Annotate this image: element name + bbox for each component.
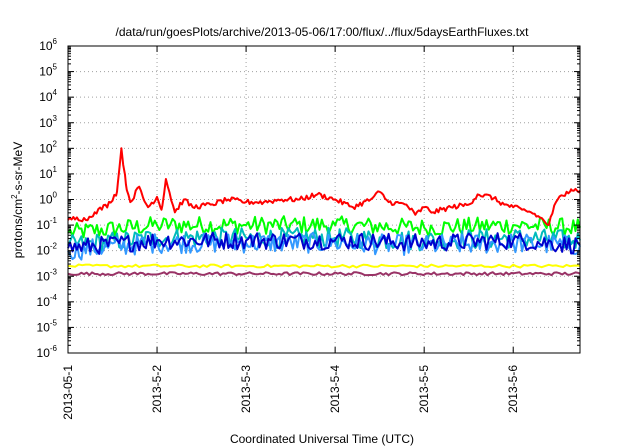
x-axis: 2013-05-1 2013-5-2 2013-5-3 2013-5-4 2013-5-… <box>61 46 520 420</box>
y-tick-label: 106 <box>39 37 57 53</box>
series-line <box>67 147 581 227</box>
x-tick-label: 2013-5-2 <box>150 365 164 413</box>
y-tick-label: 10-6 <box>37 344 58 360</box>
y-axis-label: protons/cm2-s-sr-MeV <box>10 142 25 258</box>
x-tick-label: 2013-5-4 <box>328 365 342 413</box>
x-tick-label: 2013-5-6 <box>506 365 520 413</box>
y-tick-label: 104 <box>39 88 57 104</box>
chart-title: /data/run/goesPlots/archive/2013-05-06/1… <box>116 25 530 39</box>
series-lines <box>67 147 581 277</box>
series-line <box>67 271 581 277</box>
y-tick-label: 10-5 <box>37 318 58 334</box>
x-axis-label: Coordinated Universal Time (UTC) <box>230 432 414 446</box>
y-tick-label: 102 <box>39 139 57 155</box>
series-line <box>67 263 581 269</box>
series-line <box>67 231 581 255</box>
y-tick-label: 10-1 <box>37 216 58 232</box>
x-tick-label: 2013-5-5 <box>417 365 431 413</box>
y-tick-label: 105 <box>39 63 57 79</box>
y-tick-label: 100 <box>39 191 57 207</box>
y-tick-label: 101 <box>39 165 57 181</box>
x-tick-label: 2013-05-1 <box>61 365 75 420</box>
y-axis: 10-6 10-5 10-4 10-3 10-2 10-1 100 101 102 103 104 1… <box>37 37 580 360</box>
y-tick-label: 10-4 <box>37 293 58 309</box>
x-tick-label: 2013-5-3 <box>239 365 253 413</box>
series-line <box>67 215 581 239</box>
y-tick-label: 103 <box>39 114 57 130</box>
grid <box>68 46 580 353</box>
y-tick-label: 10-3 <box>37 267 58 283</box>
y-tick-label: 10-2 <box>37 242 58 258</box>
